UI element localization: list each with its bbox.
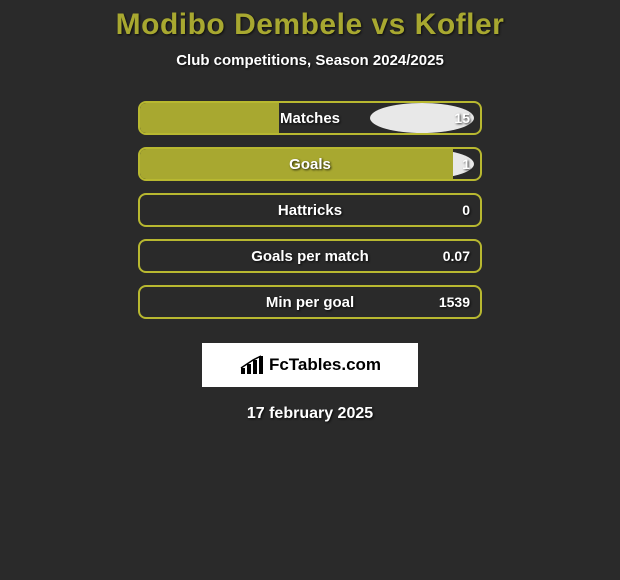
stat-label: Min per goal: [140, 294, 480, 311]
stat-bar: Matches15: [138, 101, 482, 135]
logo-text: FcTables.com: [269, 355, 381, 375]
logo-box: FcTables.com: [202, 343, 418, 387]
stat-value: 0: [462, 202, 470, 218]
date-text: 17 february 2025: [247, 405, 373, 423]
bars-icon: [239, 354, 265, 376]
stat-value: 0.07: [443, 248, 470, 264]
stat-bar: Goals1: [138, 147, 482, 181]
stat-row: Goals per match0.07: [138, 237, 482, 275]
stat-bar: Min per goal1539: [138, 285, 482, 319]
stat-value: 1: [462, 156, 470, 172]
stat-row: Hattricks0: [138, 191, 482, 229]
stat-value: 15: [454, 110, 470, 126]
stat-value: 1539: [439, 294, 470, 310]
stat-row: Min per goal1539: [138, 283, 482, 321]
stats-area: Matches15 Goals1 Hattricks0 Goals per match…: [138, 99, 482, 329]
stat-label: Goals: [140, 156, 480, 173]
stat-label: Matches: [140, 110, 480, 127]
comparison-title: Modibo Dembele vs Kofler: [116, 8, 505, 42]
stat-label: Hattricks: [140, 202, 480, 219]
comparison-subtitle: Club competitions, Season 2024/2025: [176, 52, 444, 69]
stat-label: Goals per match: [140, 248, 480, 265]
stat-bar: Goals per match0.07: [138, 239, 482, 273]
stat-bar: Hattricks0: [138, 193, 482, 227]
stat-row: Matches15: [138, 99, 482, 137]
stat-row: Goals1: [138, 145, 482, 183]
